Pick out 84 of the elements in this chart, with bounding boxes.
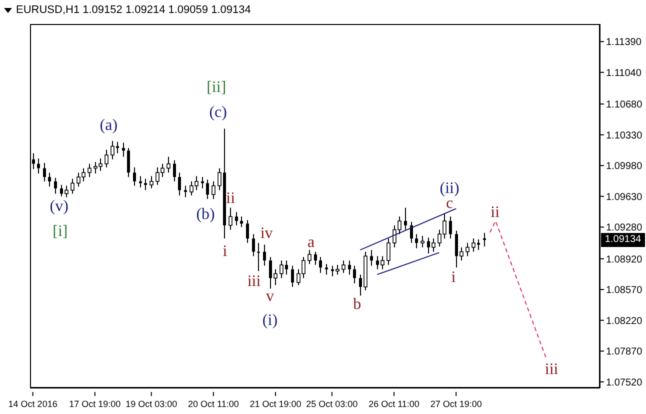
candlestick	[308, 249, 312, 265]
y-tick-label: 1.08570	[606, 285, 643, 296]
chart-title: EURUSD,H1 1.09152 1.09214 1.09059 1.09134	[16, 4, 251, 16]
y-tick-label: 1.07870	[606, 346, 643, 358]
y-tick-label: 1.09280	[606, 222, 643, 234]
y-tick-label: 1.08220	[606, 316, 643, 327]
candlestick	[257, 242, 260, 272]
candlestick	[353, 265, 356, 284]
candlestick	[314, 251, 317, 266]
candlestick	[43, 162, 46, 182]
annotation: iii	[544, 361, 558, 378]
x-tick-label: 25 Oct 03:00	[306, 399, 358, 409]
candlestick	[263, 244, 266, 266]
annotation: a	[307, 234, 315, 252]
candlestick	[342, 260, 346, 274]
candlestick	[206, 179, 209, 200]
annotation: (c)	[209, 104, 227, 121]
y-tick-label: 1.09630	[606, 192, 643, 203]
candlestick	[404, 207, 407, 230]
candlestick	[70, 178, 74, 194]
candlestick	[420, 235, 424, 248]
x-tick-label: 20 Oct 11:00	[188, 399, 239, 409]
candlestick	[122, 142, 125, 158]
candlestick	[104, 149, 108, 168]
candlestick	[144, 178, 147, 191]
candlestick	[150, 176, 154, 189]
annotation: b	[353, 296, 362, 313]
annotation: iii	[247, 273, 261, 290]
x-tick-label: 26 Oct 11:00	[368, 399, 420, 409]
annotation: iv	[260, 224, 273, 242]
y-tick-label: 1.11040	[606, 68, 642, 79]
candlestick	[246, 220, 249, 244]
annotation: ii	[226, 190, 236, 208]
candlestick	[184, 185, 187, 198]
candlestick	[449, 216, 452, 240]
annotation: (ii)	[440, 180, 460, 197]
y-tick-label: 1.08920	[606, 254, 643, 266]
y-tick-label: 1.10330	[606, 130, 643, 142]
y-tick-label: 1.11390	[606, 37, 642, 48]
candlestick	[166, 156, 170, 174]
candlestick	[133, 166, 136, 186]
annotation: v	[266, 288, 274, 306]
candlestick	[386, 238, 390, 266]
candlestick	[173, 160, 176, 182]
annotation: [ii]	[206, 79, 226, 96]
annotation: (v)	[50, 198, 68, 216]
candlestick	[48, 172, 51, 188]
candlestick	[483, 232, 486, 248]
x-tick-label: 27 Oct 19:00	[430, 399, 482, 409]
candlestick	[410, 221, 413, 244]
annotation: [i]	[52, 222, 68, 240]
candlestick	[212, 180, 216, 200]
annotation: (i)	[262, 312, 278, 329]
y-tick-label: 1.09980	[606, 161, 643, 172]
annotation: ii	[490, 204, 500, 221]
candlestick	[370, 249, 373, 266]
candlestick	[88, 163, 92, 178]
candlestick	[466, 242, 470, 257]
candlestick	[291, 265, 294, 288]
candlestick	[37, 158, 40, 174]
y-tick-label: 1.10680	[606, 100, 643, 111]
annotation: c	[446, 194, 454, 212]
annotation: (b)	[196, 206, 215, 223]
candlestick	[54, 177, 57, 194]
x-tick-label: 17 Oct 19:00	[69, 399, 121, 409]
candlestick	[325, 264, 328, 276]
candlestick	[319, 256, 322, 274]
annotation: i	[222, 242, 228, 260]
candlestick	[235, 212, 238, 226]
y-tick-label: 1.07520	[606, 377, 643, 388]
candlestick	[252, 234, 255, 257]
x-tick-label: 19 Oct 03:00	[126, 399, 178, 409]
candlestick	[32, 152, 35, 170]
price-tag: 1.09134	[601, 232, 645, 247]
candlestick	[127, 147, 130, 178]
candlestick	[240, 216, 243, 228]
candlestick	[178, 172, 181, 196]
x-tick-label: 14 Oct 2016	[8, 399, 58, 409]
candlestick	[348, 260, 351, 276]
candlestick	[228, 207, 232, 230]
annotation: (a)	[100, 116, 118, 134]
annotation: i	[451, 268, 456, 286]
x-tick-label: 21 Oct 19:00	[250, 399, 302, 409]
candlestick	[415, 234, 418, 249]
